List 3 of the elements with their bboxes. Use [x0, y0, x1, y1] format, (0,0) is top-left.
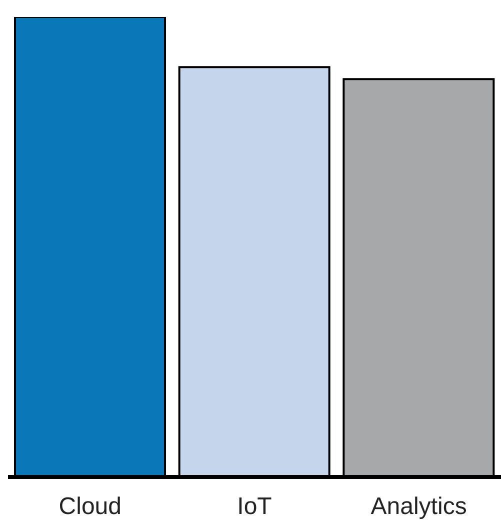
x-tick-label: Cloud	[58, 493, 122, 520]
x-tick-label: IoT	[237, 493, 272, 520]
x-tick-label: Analytics	[370, 493, 467, 520]
